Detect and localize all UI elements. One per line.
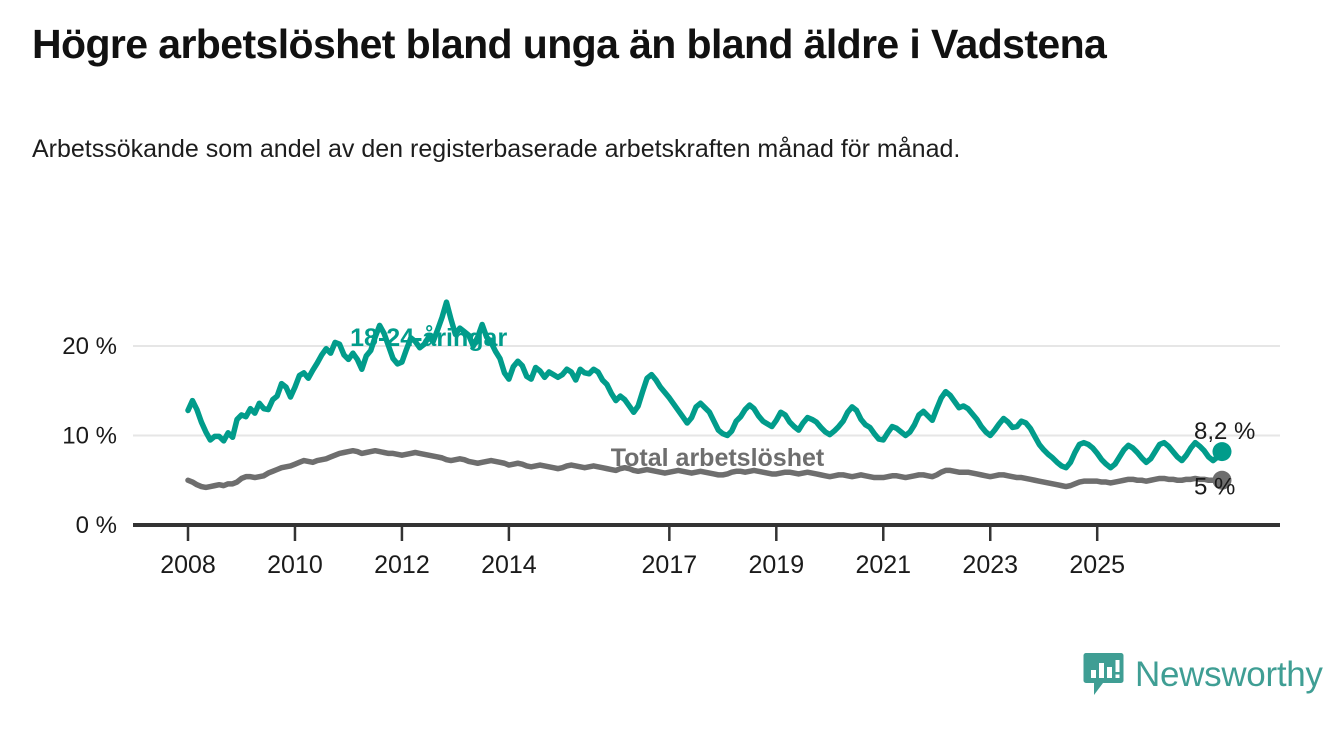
logo-wordmark: Newsworthy <box>1135 655 1323 694</box>
end-value-label: 8,2 % <box>1194 418 1255 445</box>
x-axis-tick-label: 2019 <box>748 551 804 579</box>
series-endpoint-dot <box>1212 470 1232 490</box>
line-chart: 0 % 10 % 20 % 2008 2010 2012 2014 2017 2019 2021… <box>62 299 1280 579</box>
y-axis-tick-label: 20 % <box>62 333 117 360</box>
x-axis-tick-label: 2014 <box>481 551 537 579</box>
bar-chart-speech-bubble-icon <box>1083 653 1124 695</box>
x-axis-tick-label: 2021 <box>855 551 911 579</box>
x-axis-labels: 2008 2010 2012 2014 2017 2019 2021 2023 2025 <box>160 551 1125 579</box>
y-axis-labels: 0 % 10 % 20 % <box>62 333 117 539</box>
x-axis-tick-label: 2025 <box>1069 551 1125 579</box>
x-axis-tick-label: 2012 <box>374 551 430 579</box>
series-line <box>185 447 1225 491</box>
series-inline-labels: 18-24-åringar Total arbetslöshet <box>350 324 825 472</box>
series-lines <box>185 299 1225 491</box>
series-inline-label: 18-24-åringar <box>350 324 507 352</box>
y-axis-tick-label: 10 % <box>62 423 117 450</box>
x-axis-tick-label: 2023 <box>962 551 1018 579</box>
page-title: Högre arbetslöshet bland unga än bland ä… <box>32 21 1107 67</box>
end-value-labels: 8,2 % 5 % <box>1194 418 1255 500</box>
x-axis-tick-label: 2008 <box>160 551 216 579</box>
x-axis <box>133 523 1280 541</box>
end-value-label: 5 % <box>1194 474 1235 501</box>
gridlines <box>133 345 1280 437</box>
x-axis-tick-label: 2017 <box>642 551 698 579</box>
series-endpoint-dot <box>1212 442 1232 462</box>
x-axis-tick-label: 2010 <box>267 551 323 579</box>
series-inline-label: Total arbetslöshet <box>611 444 825 472</box>
series-line <box>185 299 1225 471</box>
chart-container: 0 % 10 % 20 % 2008 2010 2012 2014 2017 2019 2021… <box>0 255 1340 585</box>
page-subtitle: Arbetssökande som andel av den registerb… <box>32 135 961 163</box>
series-endpoints <box>1212 442 1232 490</box>
newsworthy-logo: Newsworthy <box>1083 652 1323 697</box>
y-axis-tick-label: 0 % <box>76 512 117 539</box>
